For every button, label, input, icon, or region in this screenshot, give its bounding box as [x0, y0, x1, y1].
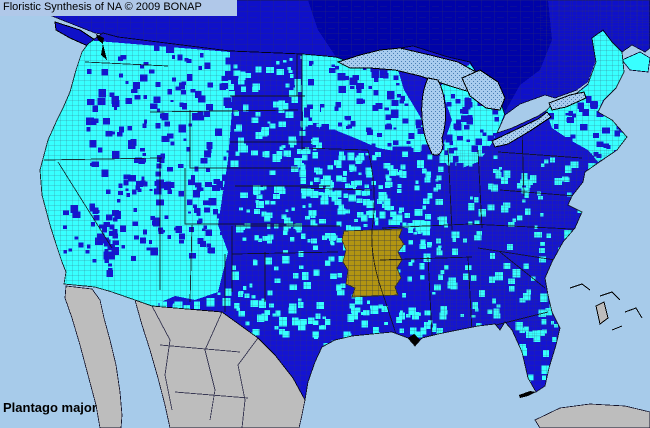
lake-erie — [491, 111, 552, 148]
map-title: Floristic Synthesis of NA © 2009 BONAP — [3, 1, 202, 13]
cuba — [534, 403, 650, 428]
baja-california — [64, 285, 123, 428]
florida-keys — [519, 391, 536, 398]
title-bar: Floristic Synthesis of NA © 2009 BONAP — [0, 0, 237, 16]
mexico-state-borders — [151, 305, 259, 428]
lake-huron — [461, 69, 506, 111]
lake-michigan — [421, 77, 446, 156]
bahamas-islands — [569, 283, 643, 331]
nova-scotia-cyan — [621, 51, 650, 73]
mexico-region — [64, 285, 650, 428]
state-borders — [43, 54, 593, 341]
puget-sound — [96, 34, 107, 60]
lake-ontario — [548, 91, 587, 111]
mississippi-delta — [408, 334, 420, 346]
coast-accents — [96, 34, 536, 398]
great-lakes — [336, 47, 587, 156]
species-label: Plantago major — [3, 400, 97, 415]
